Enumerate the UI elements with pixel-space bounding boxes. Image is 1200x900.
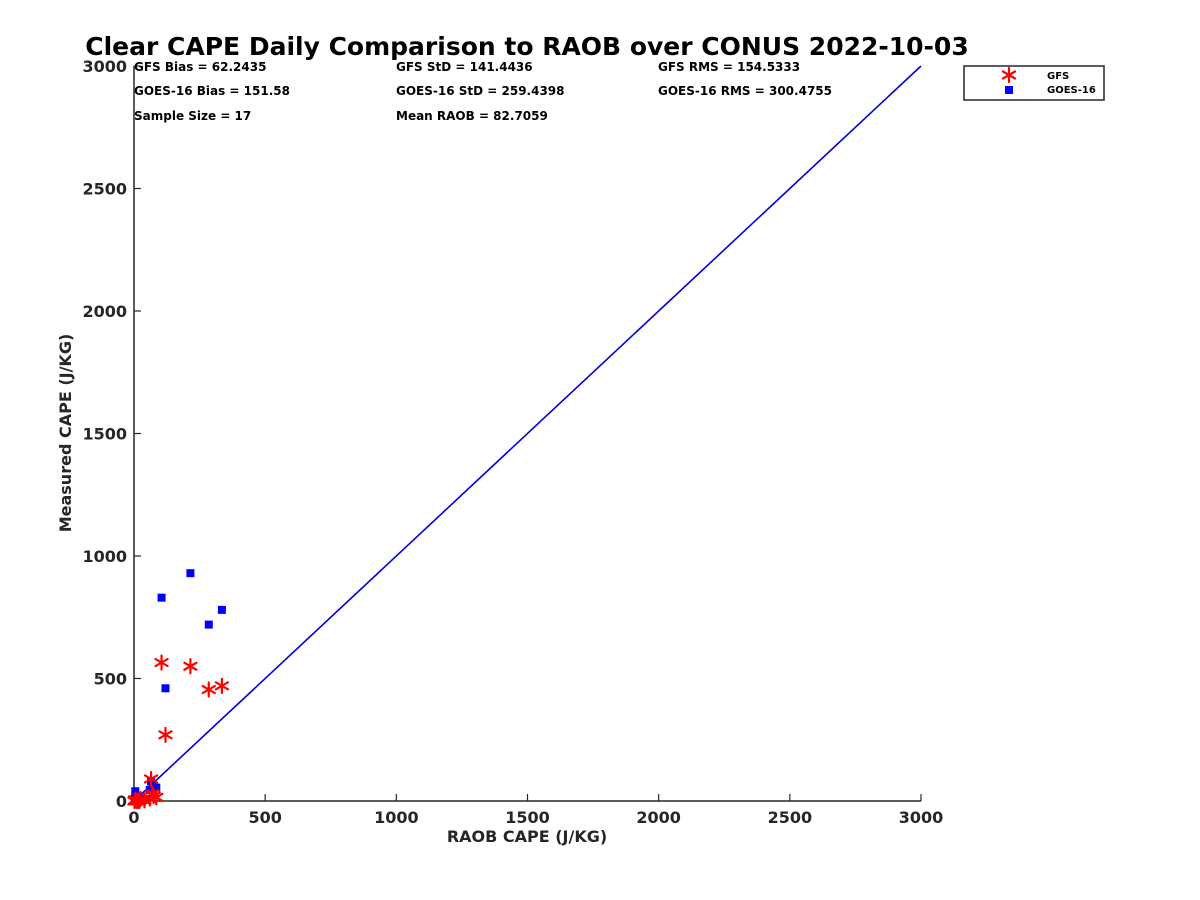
stats-block: GFS Bias = 62.2435 GFS StD = 141.4436 GF…	[134, 60, 832, 123]
x-tick-label: 2000	[636, 808, 681, 827]
y-tick-label: 1500	[82, 425, 127, 444]
y-tick-label: 500	[94, 670, 127, 689]
stat-goes-rms: GOES-16 RMS = 300.4755	[658, 84, 832, 98]
point-gfs	[145, 785, 160, 802]
stat-goes-bias: GOES-16 Bias = 151.58	[134, 84, 290, 98]
y-tick-label: 2000	[82, 302, 127, 321]
x-axis-label: RAOB CAPE (J/KG)	[447, 827, 607, 846]
stat-gfs-rms: GFS RMS = 154.5333	[658, 60, 800, 74]
legend-box	[963, 65, 1105, 101]
data-points	[127, 569, 230, 810]
point-gfs	[154, 654, 169, 671]
point-goes16	[186, 569, 195, 578]
legend: GFS GOES-16	[963, 65, 1105, 101]
x-tick-label: 500	[248, 808, 281, 827]
legend-label-gfs: GFS	[1047, 71, 1069, 82]
stat-gfs-bias: GFS Bias = 62.2435	[134, 60, 266, 74]
point-goes16	[145, 785, 154, 794]
x-tick-label: 2500	[768, 808, 813, 827]
legend-marker-goes16	[1005, 86, 1013, 94]
y-tick-label: 0	[116, 792, 127, 811]
point-gfs	[214, 677, 230, 694]
stat-goes-std: GOES-16 StD = 259.4398	[396, 84, 565, 98]
x-tick-label: 0	[128, 808, 139, 827]
y-axis-label: Measured CAPE (J/KG)	[56, 334, 75, 533]
legend-label-goes16: GOES-16	[1047, 85, 1096, 96]
stat-mean-raob: Mean RAOB = 82.7059	[396, 109, 548, 123]
y-ticks: 0 500 1000 1500 2000 2500 3000	[82, 57, 141, 811]
point-goes16	[217, 605, 226, 614]
stat-gfs-std: GFS StD = 141.4436	[396, 60, 533, 74]
point-goes16	[157, 593, 166, 602]
point-gfs	[158, 726, 173, 743]
stat-sample-size: Sample Size = 17	[134, 109, 251, 123]
point-goes16	[131, 787, 140, 796]
point-gfs	[143, 770, 159, 788]
point-goes16	[161, 684, 170, 693]
point-goes16	[152, 783, 161, 792]
chart-title: Clear CAPE Daily Comparison to RAOB over…	[85, 32, 968, 61]
point-gfs	[201, 681, 216, 698]
y-tick-label: 2500	[82, 180, 127, 199]
y-tick-label: 1000	[82, 547, 127, 566]
x-ticks: 0 500 1000 1500 2000 2500 3000	[128, 794, 943, 827]
point-gfs	[183, 658, 198, 675]
point-goes16	[204, 620, 213, 629]
x-tick-label: 3000	[899, 808, 944, 827]
legend-marker-gfs	[1001, 66, 1017, 84]
one-to-one-line	[133, 65, 922, 802]
legend-asterisk	[1001, 66, 1017, 84]
x-tick-label: 1500	[505, 808, 550, 827]
x-tick-label: 1000	[374, 808, 419, 827]
y-tick-label: 3000	[82, 57, 127, 76]
